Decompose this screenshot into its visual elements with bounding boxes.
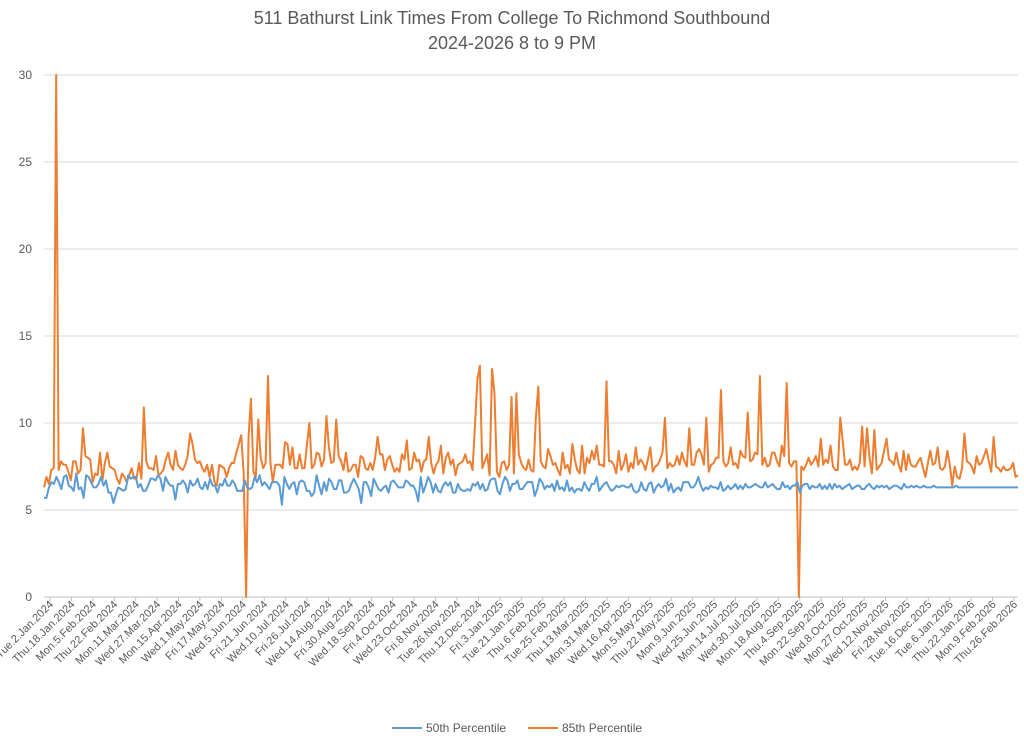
legend-85th-percentile: 85th Percentile [528,721,642,735]
y-tick-label: 0 [25,590,32,604]
series-lines [43,74,1019,598]
chart-title-line-1: 511 Bathurst Link Times From College To … [253,8,771,28]
legend-50th-percentile: 50th Percentile [392,721,506,735]
y-axis: 0 5 10 15 20 25 30 [19,68,33,604]
legend: 50th Percentile 85th Percentile [392,721,642,735]
y-tick-label: 5 [25,503,32,517]
y-tick-label: 25 [19,155,33,169]
chart-title-line-2: 2024-2026 8 to 9 PM [427,33,597,53]
y-tick-label: 20 [19,242,33,256]
y-tick-label: 15 [19,329,33,343]
series-line-50th-percentile [44,472,1018,506]
y-tick-label: 30 [19,68,33,82]
y-tick-label: 10 [19,416,33,430]
legend-label: 50th Percentile [426,721,506,735]
series-line-85th-percentile [43,74,1019,598]
x-axis: Tue.2.Jan.2024Thu.18.Jan.2024Mon.5.Feb.2… [0,597,1020,669]
gridlines [44,74,1018,598]
legend-label: 85th Percentile [562,721,642,735]
